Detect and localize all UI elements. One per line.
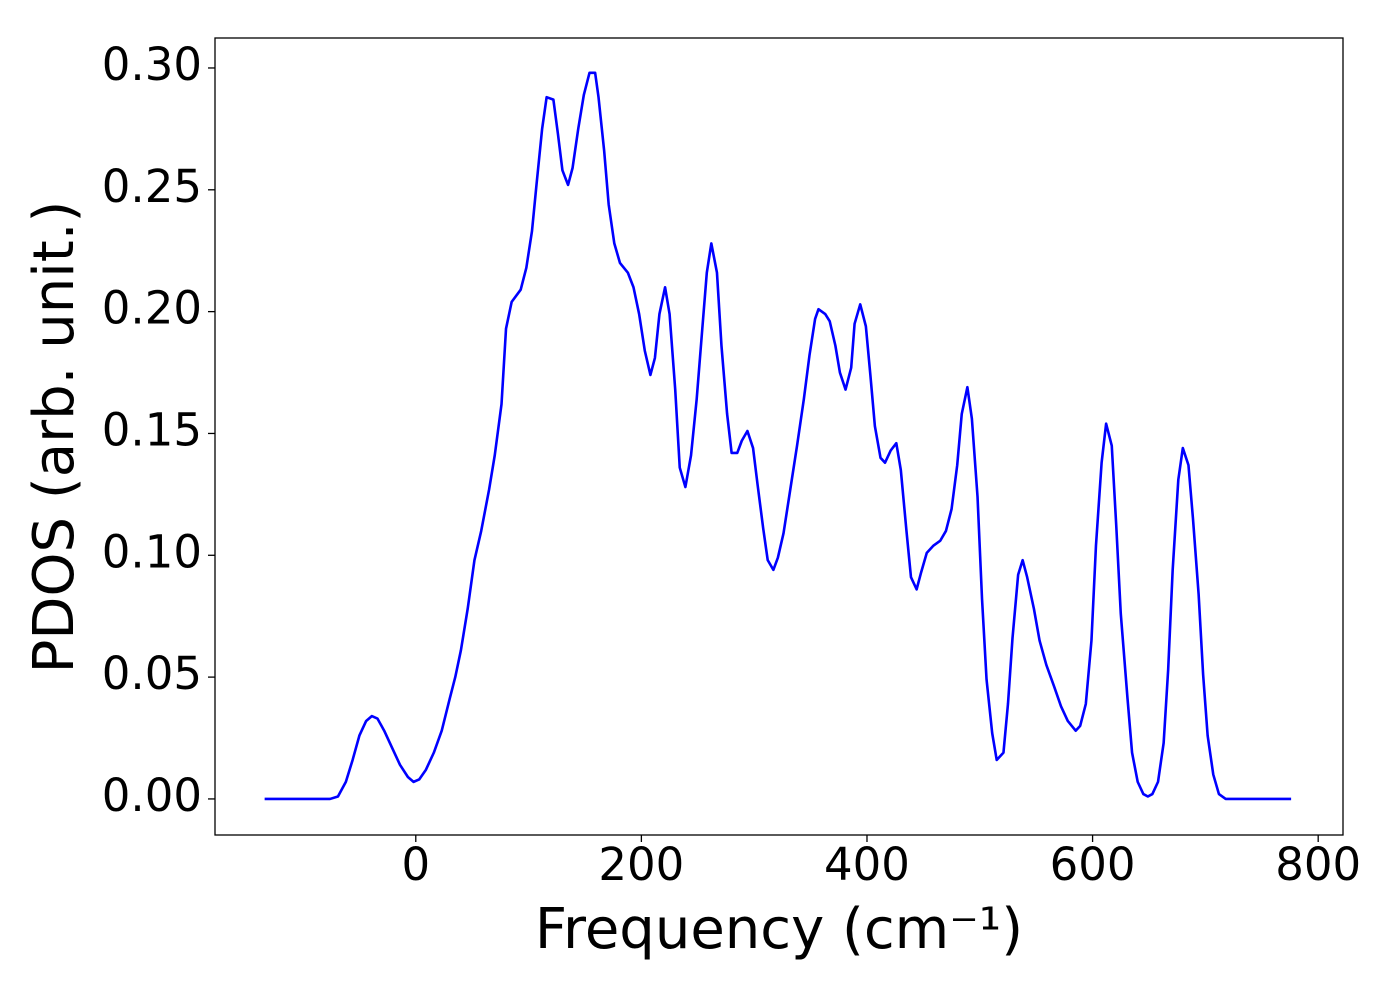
y-tick-label: 0.05 [102,647,202,700]
x-tick-label: 200 [598,838,684,891]
x-tick-label: 800 [1275,838,1361,891]
y-tick-label: 0.30 [102,38,202,91]
y-tick-label: 0.25 [102,160,202,213]
x-tick-label: 400 [824,838,910,891]
y-axis-label: PDOS (arb. unit.) [22,201,87,674]
x-axis-label: Frequency (cm⁻¹) [535,897,1023,962]
y-tick-label: 0.15 [102,403,202,456]
y-tick-label: 0.10 [102,525,202,578]
x-tick-label: 600 [1050,838,1136,891]
data-line [264,71,1292,801]
plot-frame [214,37,1344,836]
y-tick-label: 0.00 [102,769,202,822]
x-tick-label: 0 [401,838,430,891]
y-tick-label: 0.20 [102,282,202,335]
